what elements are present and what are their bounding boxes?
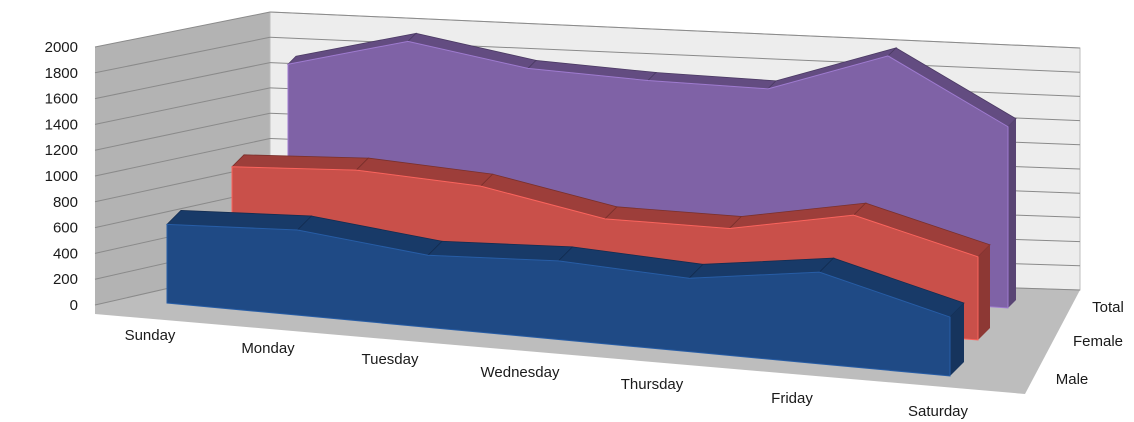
x-tick-label: Monday <box>241 340 295 357</box>
x-tick-label: Sunday <box>125 327 176 344</box>
series-male <box>166 209 965 377</box>
y-tick-label: 200 <box>53 271 78 288</box>
gridline <box>269 11 1081 49</box>
x-tick-label: Tuesday <box>362 351 419 368</box>
series-label: Total <box>1092 299 1124 316</box>
y-tick-label: 1200 <box>45 142 78 159</box>
gridline-side <box>94 87 271 125</box>
y-axis-ticks: 0 200 400 600 800 1000 1200 1400 1600 1800 2000 <box>45 39 78 314</box>
y-tick-label: 0 <box>70 297 78 314</box>
x-tick-label: Friday <box>771 390 813 407</box>
gridline-side <box>94 62 271 100</box>
y-tick-label: 1800 <box>45 65 78 82</box>
series-axis-labels: Total Female Male <box>1056 299 1124 388</box>
y-tick-label: 800 <box>53 194 78 211</box>
series-label: Female <box>1073 333 1123 350</box>
x-tick-label: Thursday <box>621 376 684 393</box>
x-axis-ticks: Sunday Monday Tuesday Wednesday Thursday Frid… <box>125 327 969 420</box>
y-tick-label: 400 <box>53 245 78 262</box>
gridline-side <box>94 11 271 48</box>
x-tick-label: Saturday <box>908 403 969 420</box>
series-label: Male <box>1056 371 1089 388</box>
gridline-side <box>94 112 271 151</box>
gridline-side <box>94 138 271 177</box>
y-tick-label: 600 <box>53 220 78 237</box>
y-tick-label: 1400 <box>45 116 78 133</box>
y-tick-label: 2000 <box>45 39 78 56</box>
gridline-side <box>94 36 271 74</box>
area-front-face <box>166 223 951 377</box>
x-tick-label: Wednesday <box>481 364 560 381</box>
area-side-face <box>950 303 964 376</box>
y-tick-label: 1600 <box>45 91 78 108</box>
area-side-face <box>1008 118 1016 308</box>
y-tick-label: 1000 <box>45 168 78 185</box>
area-side-face <box>978 244 990 340</box>
series-group <box>166 32 1017 377</box>
